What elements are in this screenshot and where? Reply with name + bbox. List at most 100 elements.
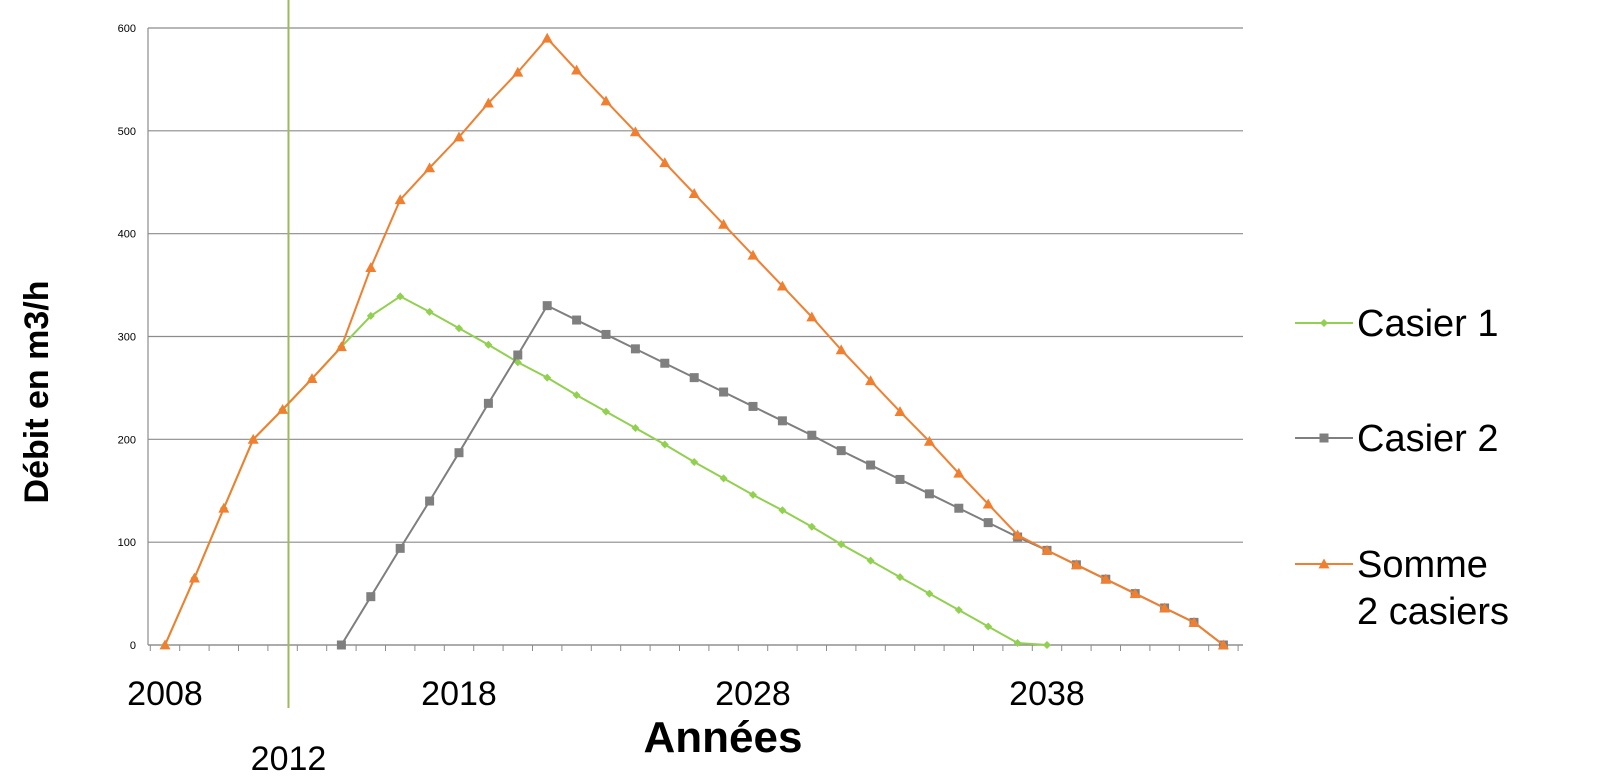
data-point: [749, 490, 757, 499]
data-point: [484, 340, 493, 349]
data-point: [425, 496, 435, 506]
data-point: [453, 131, 465, 142]
data-point: [631, 424, 640, 433]
legend-label: 2 casiers: [1357, 591, 1509, 633]
data-point: [836, 446, 846, 456]
data-point: [365, 262, 377, 273]
data-point: [1217, 639, 1229, 650]
data-point: [602, 407, 610, 416]
y-axis-label: Débit en m3/h: [18, 281, 56, 504]
data-point: [1188, 616, 1200, 627]
x-tick-label: 2038: [1009, 675, 1085, 713]
x-axis-ticks: 2008 2018 2028 2038: [127, 675, 1085, 713]
data-point: [690, 457, 699, 466]
vertical-marker: 2012: [251, 0, 327, 778]
data-point: [747, 249, 759, 260]
legend-item: Somme 2 casiers: [1295, 544, 1509, 633]
data-point: [513, 350, 523, 360]
data-point: [982, 498, 994, 509]
data-point: [394, 194, 406, 205]
data-point: [542, 301, 552, 311]
data-point: [571, 64, 583, 75]
data-point: [925, 589, 934, 598]
data-point: [983, 518, 993, 528]
data-point: [1070, 559, 1082, 570]
data-point: [1129, 588, 1141, 598]
y-tick-label: 400: [118, 229, 136, 241]
data-point: [660, 358, 670, 368]
data-point: [424, 162, 436, 173]
data-point: [659, 157, 671, 168]
y-tick-label: 500: [118, 126, 136, 138]
data-point: [1043, 641, 1051, 649]
data-point: [601, 329, 611, 339]
data-point: [335, 341, 347, 352]
legend-label: Somme: [1357, 544, 1488, 586]
data-point: [482, 97, 494, 108]
legend-label: Casier 2: [1357, 418, 1499, 460]
y-tick-label: 600: [118, 23, 136, 35]
data-point: [807, 522, 816, 531]
data-point: [806, 311, 818, 322]
x-tick-label: 2008: [127, 675, 203, 713]
data-point: [865, 375, 877, 386]
data-point: [718, 218, 730, 229]
legend-item: Casier 2: [1295, 418, 1499, 460]
gridlines: [148, 27, 1243, 646]
data-point: [455, 324, 463, 333]
data-point: [984, 622, 993, 631]
axes: [147, 28, 1243, 651]
legend-swatch-marker: [1319, 433, 1329, 443]
data-point: [572, 315, 582, 325]
data-point: [630, 344, 640, 354]
data-point: [396, 292, 405, 301]
y-tick-label: 100: [118, 537, 136, 549]
series-3: [159, 32, 1229, 650]
data-point: [218, 502, 230, 513]
data-point: [1012, 529, 1024, 540]
data-point: [924, 489, 934, 499]
data-point: [483, 398, 493, 408]
series-line: [340, 304, 1225, 646]
data-point: [866, 460, 876, 470]
x-axis-label: Années: [644, 713, 803, 762]
data-point: [247, 433, 259, 444]
data-point: [837, 540, 846, 549]
data-point: [688, 188, 700, 198]
data-point: [366, 592, 376, 602]
x-tick-label: 2028: [715, 675, 791, 713]
data-point: [188, 572, 200, 583]
data-point: [660, 440, 669, 449]
data-point: [629, 126, 641, 137]
data-point: [572, 391, 581, 400]
data-point: [778, 506, 787, 515]
x-tick-label: 2018: [421, 675, 497, 713]
series-2: [336, 301, 1228, 650]
data-point: [454, 448, 464, 458]
data-point: [306, 373, 318, 384]
data-point: [866, 556, 875, 565]
data-point: [719, 387, 729, 397]
series-line: [164, 295, 1048, 646]
data-point: [366, 311, 375, 320]
data-point: [719, 474, 728, 483]
legend-swatch-marker: [1318, 558, 1330, 569]
data-point: [894, 406, 906, 416]
data-point: [541, 32, 553, 43]
y-tick-label: 0: [130, 640, 136, 652]
y-axis-ticks: 0 100 200 300 400 500 600: [118, 23, 136, 652]
series-group: [159, 32, 1229, 650]
marker-label: 2012: [251, 740, 327, 778]
data-point: [835, 344, 847, 355]
data-point: [807, 430, 817, 440]
data-point: [1100, 573, 1112, 584]
data-point: [923, 435, 935, 446]
data-point: [336, 640, 346, 650]
data-point: [512, 66, 524, 77]
legend: Casier 1 Casier 2 Somme 2 casiers: [1295, 303, 1509, 633]
data-point: [748, 401, 758, 411]
legend-item: Casier 1: [1295, 303, 1499, 345]
series-line: [164, 36, 1225, 646]
data-point: [425, 307, 434, 316]
